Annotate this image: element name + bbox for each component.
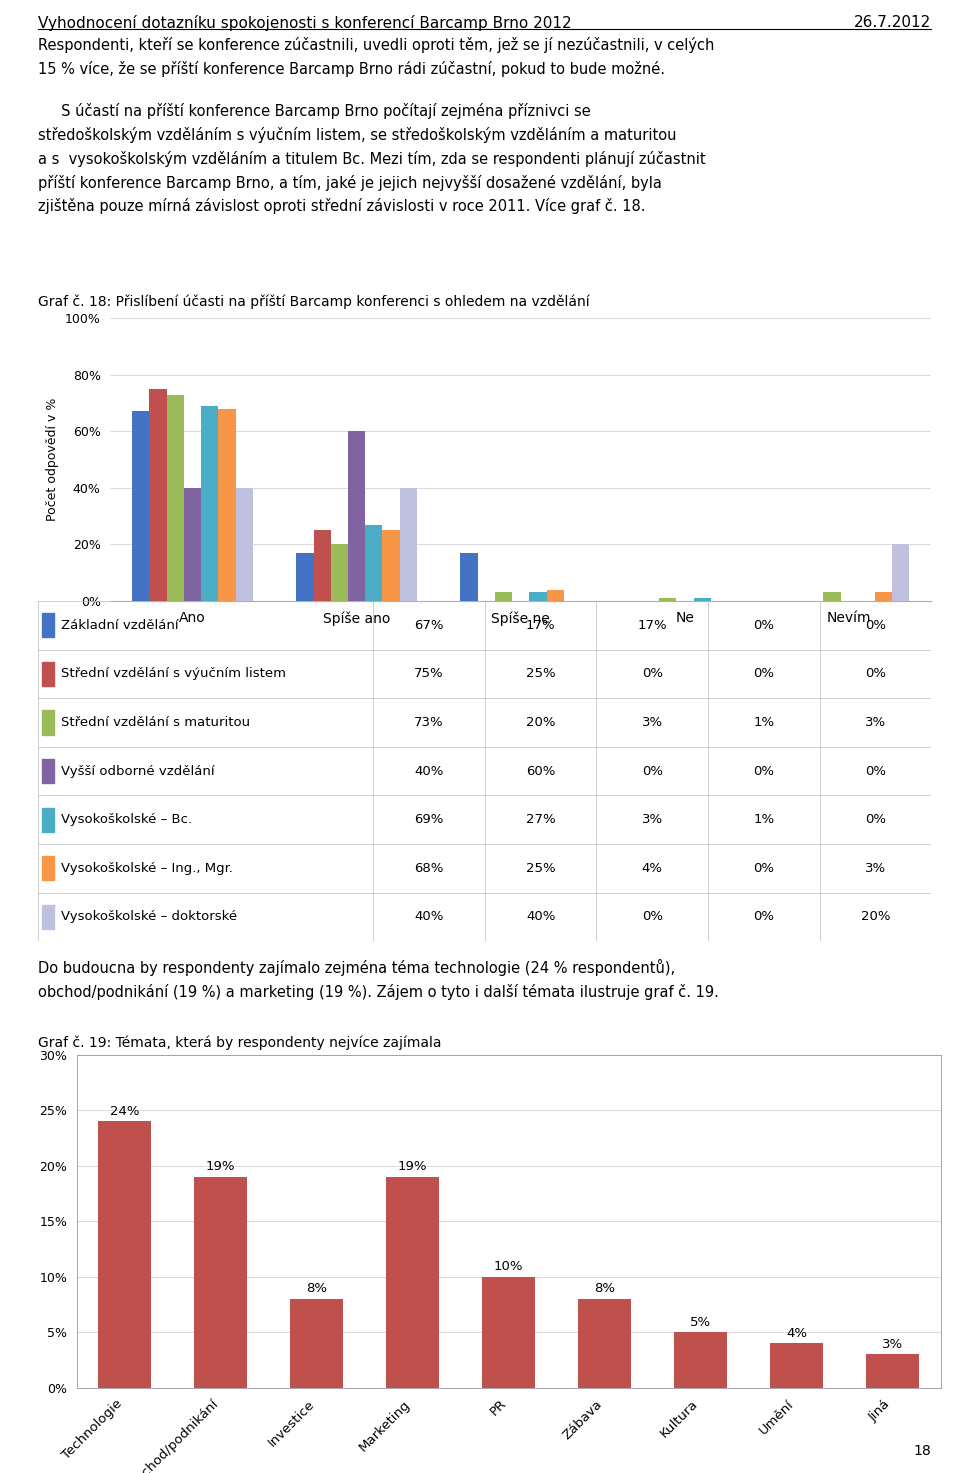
Text: 10%: 10% (494, 1261, 523, 1273)
Text: Respondenti, kteří se konference zúčastnili, uvedli oproti těm, jež se jí nezúča: Respondenti, kteří se konference zúčastn… (38, 37, 715, 77)
Text: 25%: 25% (526, 862, 556, 875)
Text: 19%: 19% (398, 1161, 427, 1174)
Text: 20%: 20% (861, 910, 890, 924)
Bar (331, 545, 348, 601)
Text: 0%: 0% (865, 619, 886, 632)
Bar (365, 524, 382, 601)
Text: 0%: 0% (641, 910, 662, 924)
Bar (461, 552, 478, 601)
Text: Do budoucna by respondenty zajímalo zejména téma technologie (24 % respondentů),: Do budoucna by respondenty zajímalo zejm… (38, 959, 719, 1000)
Bar (218, 408, 235, 601)
Text: Graf č. 18: Přislíbení účasti na příští Barcamp konferenci s ohledem na vzdělání: Graf č. 18: Přislíbení účasti na příští … (38, 295, 590, 309)
Text: 68%: 68% (415, 862, 444, 875)
Bar (132, 411, 150, 601)
Bar (660, 598, 677, 601)
Text: 4%: 4% (641, 862, 662, 875)
Text: 5%: 5% (690, 1315, 711, 1329)
Bar (866, 1354, 919, 1388)
Text: 1%: 1% (754, 813, 775, 826)
Text: 27%: 27% (526, 813, 556, 826)
Text: 25%: 25% (526, 667, 556, 681)
Bar (201, 407, 218, 601)
Text: 17%: 17% (526, 619, 556, 632)
Bar (529, 592, 546, 601)
Text: 3%: 3% (641, 813, 662, 826)
Bar (546, 589, 564, 601)
Text: S účastí na příští konference Barcamp Brno počítají zejména příznivci se
středoš: S účastí na příští konference Barcamp Br… (38, 103, 706, 214)
Text: 0%: 0% (865, 667, 886, 681)
Bar (348, 432, 365, 601)
Bar (184, 488, 201, 601)
Text: 40%: 40% (415, 910, 444, 924)
Text: Vyhodnocení dotazníku spokojenosti s konferencí Barcamp Brno 2012: Vyhodnocení dotazníku spokojenosti s kon… (38, 15, 572, 31)
Text: 1%: 1% (754, 716, 775, 729)
Text: 17%: 17% (637, 619, 667, 632)
Text: Vyšší odborné vzdělání: Vyšší odborné vzdělání (60, 764, 214, 778)
Text: 0%: 0% (754, 862, 775, 875)
Bar (399, 488, 417, 601)
Text: 4%: 4% (786, 1327, 807, 1340)
Bar (824, 592, 841, 601)
Text: 0%: 0% (754, 667, 775, 681)
Text: 3%: 3% (865, 716, 886, 729)
Text: 75%: 75% (414, 667, 444, 681)
Text: 0%: 0% (865, 764, 886, 778)
Bar (42, 904, 54, 929)
Text: 8%: 8% (594, 1283, 615, 1295)
Text: 3%: 3% (641, 716, 662, 729)
Text: 67%: 67% (415, 619, 444, 632)
Bar (314, 530, 331, 601)
Text: 0%: 0% (641, 667, 662, 681)
Bar (892, 545, 909, 601)
Bar (42, 759, 54, 784)
Bar (150, 389, 167, 601)
Bar (42, 613, 54, 638)
Text: 18: 18 (914, 1444, 931, 1458)
Text: 0%: 0% (754, 910, 775, 924)
Bar (194, 1177, 248, 1388)
Text: 73%: 73% (414, 716, 444, 729)
Text: 20%: 20% (526, 716, 555, 729)
Bar (42, 856, 54, 881)
Bar (495, 592, 513, 601)
Text: 26.7.2012: 26.7.2012 (854, 15, 931, 29)
Bar (291, 1299, 344, 1388)
Text: 40%: 40% (526, 910, 555, 924)
Y-axis label: Počet odpovědí v %: Počet odpovědí v % (46, 398, 60, 521)
Bar (674, 1332, 727, 1388)
Text: Střední vzdělání s maturitou: Střední vzdělání s maturitou (60, 716, 250, 729)
Bar (297, 552, 314, 601)
Text: Střední vzdělání s výučním listem: Střední vzdělání s výučním listem (60, 667, 286, 681)
Text: 19%: 19% (206, 1161, 235, 1174)
Text: Vysokoškolské – Bc.: Vysokoškolské – Bc. (60, 813, 192, 826)
Text: Vysokoškolské – Ing., Mgr.: Vysokoškolské – Ing., Mgr. (60, 862, 232, 875)
Bar (98, 1121, 151, 1388)
Text: 24%: 24% (110, 1105, 139, 1118)
Text: 0%: 0% (754, 619, 775, 632)
Bar (578, 1299, 632, 1388)
Text: 0%: 0% (641, 764, 662, 778)
Text: 3%: 3% (882, 1337, 903, 1351)
Text: 60%: 60% (526, 764, 555, 778)
Bar (875, 592, 892, 601)
Text: 3%: 3% (865, 862, 886, 875)
Bar (386, 1177, 440, 1388)
Bar (235, 488, 252, 601)
Text: Vysokoškolské – doktorské: Vysokoškolské – doktorské (60, 910, 237, 924)
Text: 69%: 69% (415, 813, 444, 826)
Bar (167, 395, 184, 601)
Bar (693, 598, 710, 601)
Bar (42, 710, 54, 735)
Bar (770, 1343, 823, 1388)
Text: Graf č. 19: Témata, která by respondenty nejvíce zajímala: Graf č. 19: Témata, která by respondenty… (38, 1036, 442, 1050)
Text: Základní vzdělání: Základní vzdělání (60, 619, 179, 632)
Text: 8%: 8% (306, 1283, 327, 1295)
Bar (382, 530, 399, 601)
Bar (42, 807, 54, 832)
Bar (42, 661, 54, 686)
Text: 0%: 0% (754, 764, 775, 778)
Bar (483, 1277, 536, 1388)
Text: 0%: 0% (865, 813, 886, 826)
Text: 40%: 40% (415, 764, 444, 778)
